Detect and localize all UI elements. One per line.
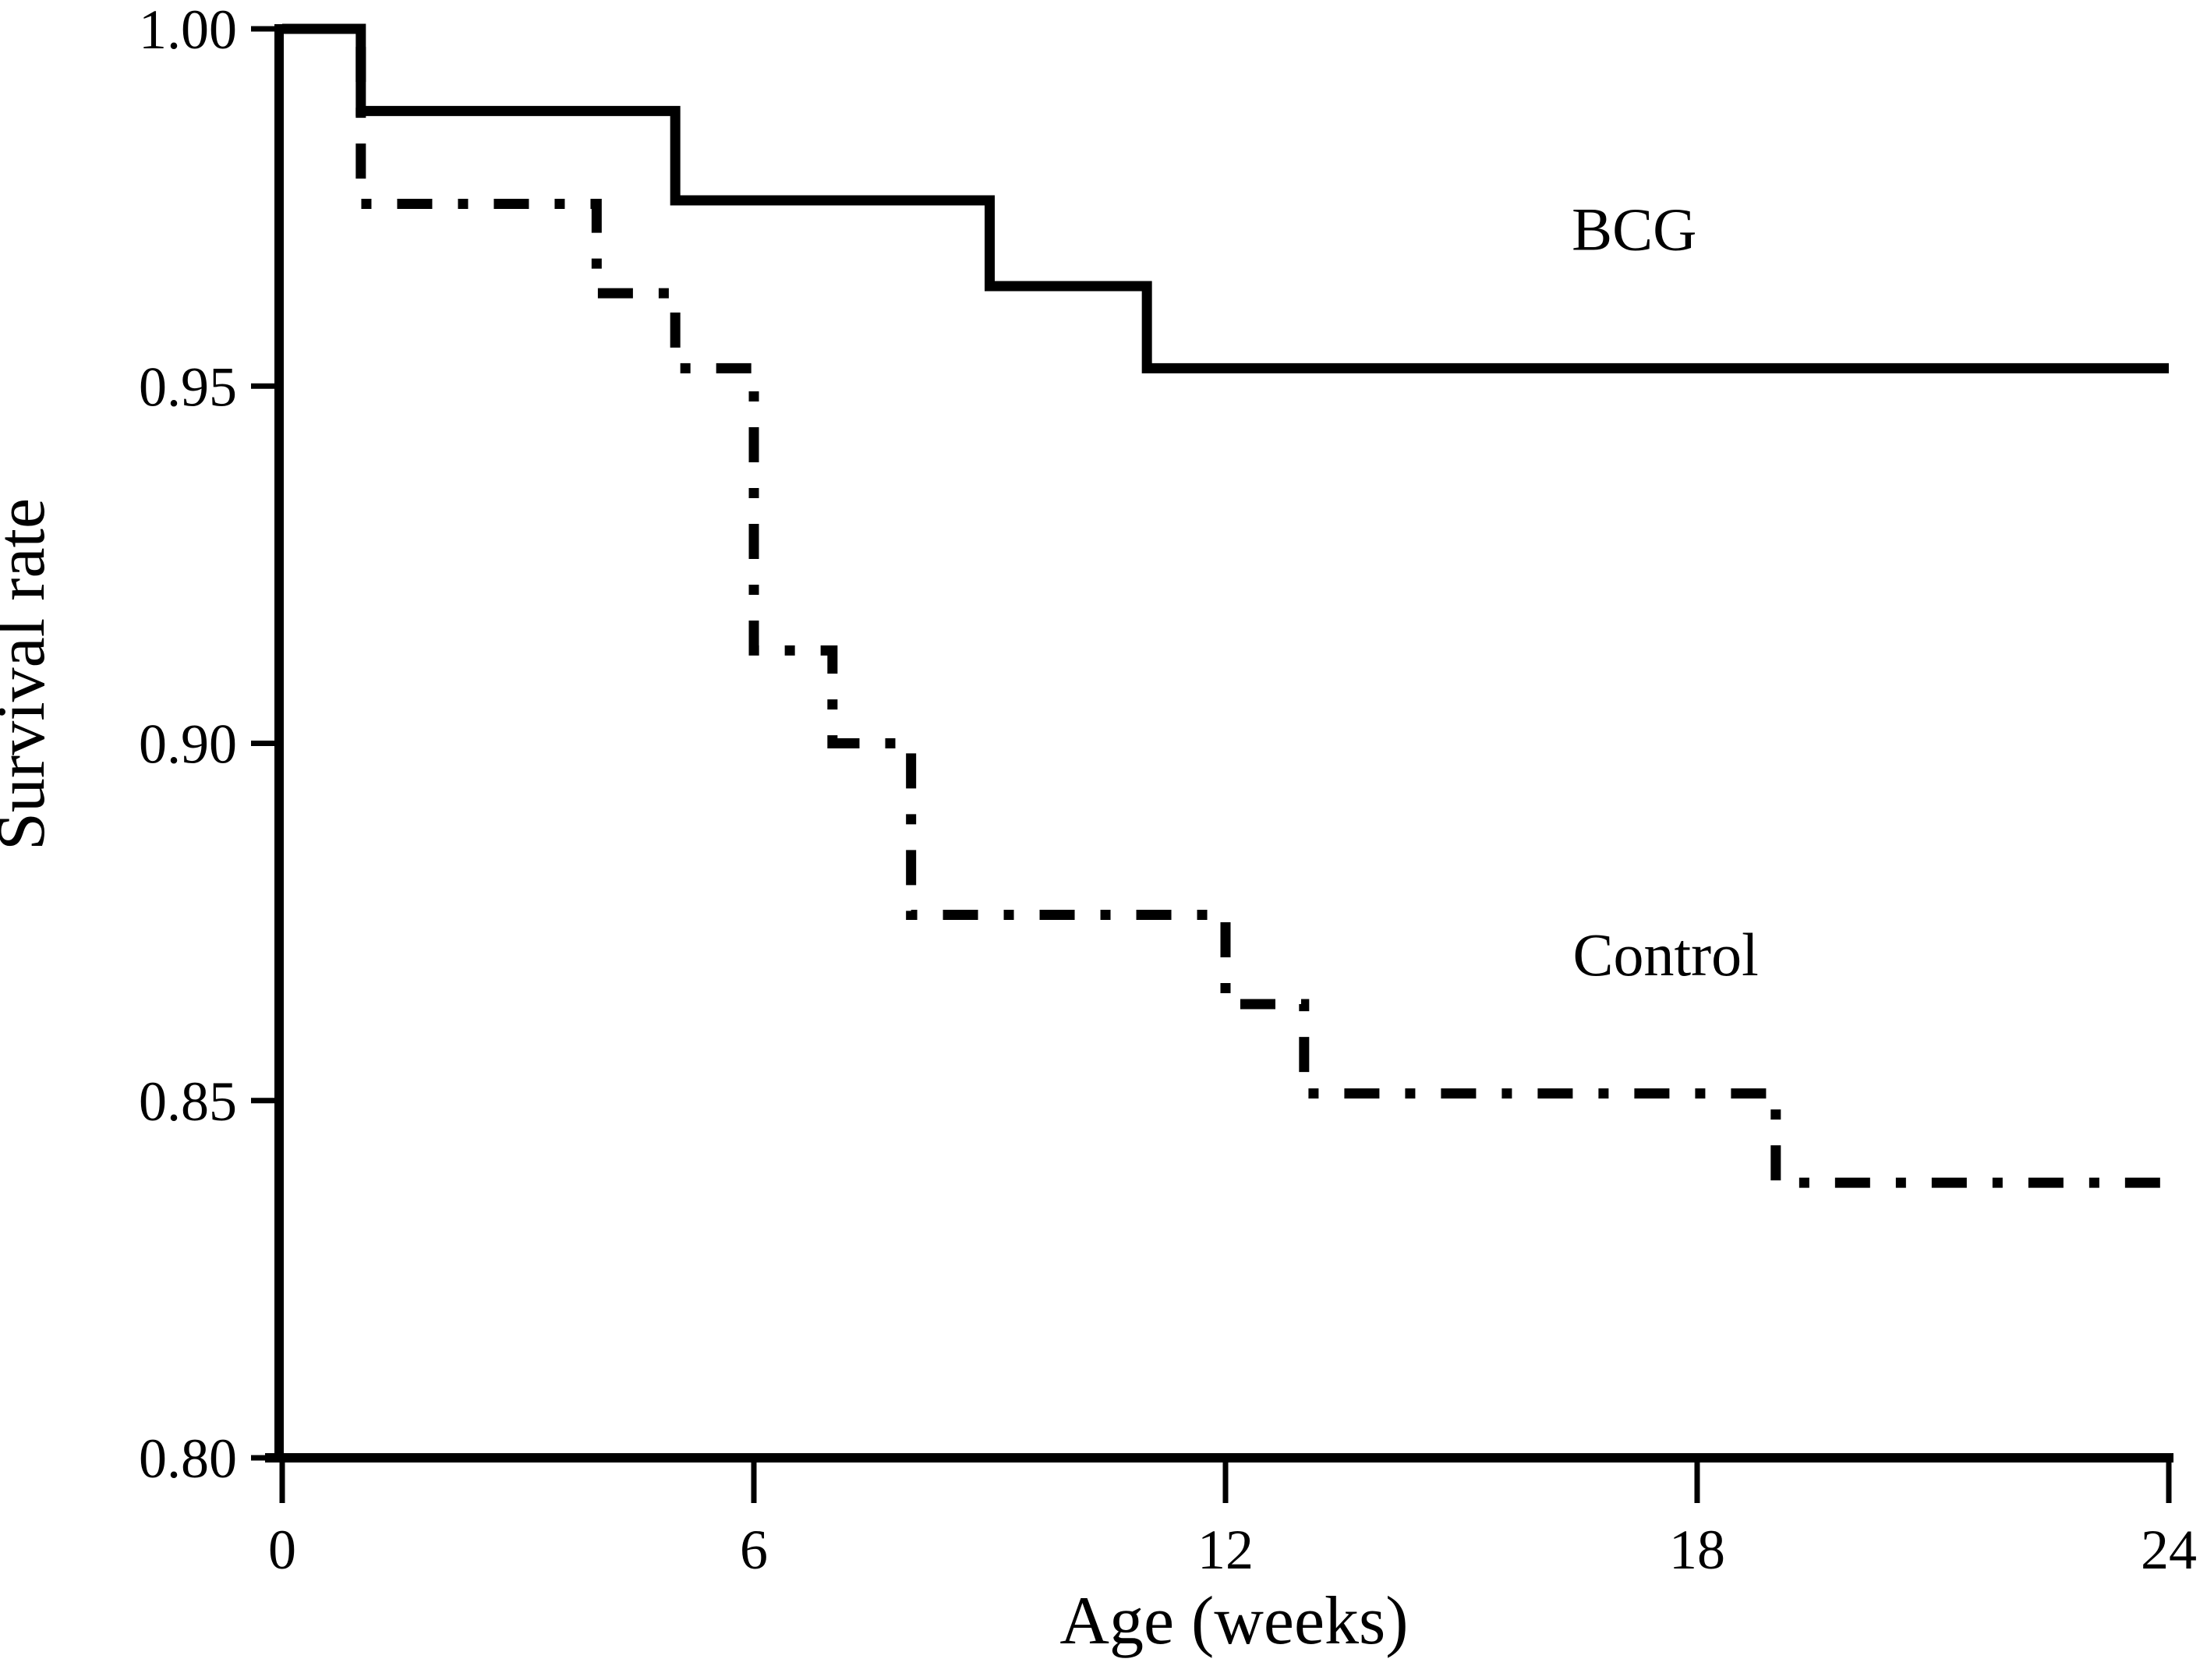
y-ticks-group: 1.00 0.95 0.90 0.85 0.80: [139, 0, 279, 1490]
x-tick-label: 0: [268, 1519, 296, 1581]
x-ticks-group: 0 6 12 18 24: [268, 1458, 2197, 1581]
y-tick-label: 0.80: [139, 1427, 237, 1490]
y-tick-label: 1.00: [139, 0, 237, 61]
series-curve-bcg: [282, 23, 2169, 373]
x-tick-label: 18: [1669, 1519, 1725, 1581]
x-tick-label: 6: [740, 1519, 768, 1581]
y-tick-label: 0.95: [139, 355, 237, 418]
series-label-control: Control: [1572, 921, 1758, 989]
y-axis-title: Survival rate: [0, 498, 59, 851]
x-tick-label: 24: [2141, 1519, 2197, 1581]
series-label-bcg: BCG: [1572, 196, 1696, 263]
y-tick-label: 0.90: [139, 713, 237, 776]
series-curve-control: [282, 23, 2169, 1188]
series-group: [282, 23, 2169, 1188]
series-labels-group: BCG Control: [1572, 196, 1759, 989]
y-tick-label: 0.85: [139, 1070, 237, 1133]
x-tick-label: 12: [1197, 1519, 1254, 1581]
x-axis-title: Age (weeks): [1059, 1583, 1408, 1659]
